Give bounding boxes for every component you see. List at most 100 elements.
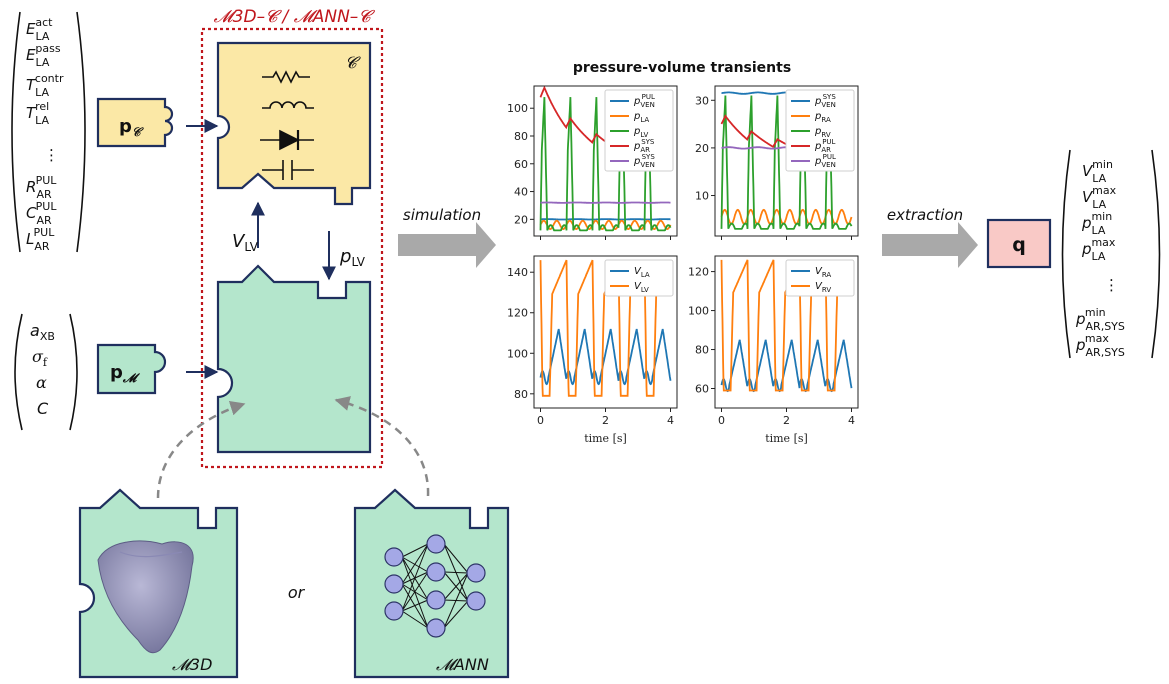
model-parameter-vector: aXB σf α C xyxy=(14,313,78,431)
m3d-label: 𝓜3D xyxy=(172,655,212,674)
nn-edge xyxy=(443,572,469,601)
x-tick-label: 0 xyxy=(537,414,544,427)
nn-node xyxy=(426,534,446,554)
svg-text:pAR,SYSmax: pAR,SYSmax xyxy=(1075,332,1125,359)
qoi-vector: VLAmin VLAmax pLAmin pLAmax ⋮ pAR,SYSmin… xyxy=(1061,149,1161,359)
vlv-label: VLV xyxy=(232,231,259,254)
nn-node xyxy=(426,562,446,582)
simulation-arrow xyxy=(398,222,496,268)
y-tick-label: 60 xyxy=(695,383,709,396)
output-label: q xyxy=(1012,234,1026,256)
y-tick-label: 80 xyxy=(514,130,528,143)
svg-text:VLAmin: VLAmin xyxy=(1082,158,1113,185)
legend-label: pLA xyxy=(633,111,649,124)
neural-network-icon xyxy=(384,534,486,638)
svg-text:pLAmin: pLAmin xyxy=(1081,210,1112,237)
heart-mesh-icon xyxy=(97,540,194,654)
model-params-box: p𝓜 xyxy=(96,343,167,395)
y-tick-label: 100 xyxy=(507,347,528,360)
y-tick-label: 120 xyxy=(507,307,528,320)
svg-text:pAR,SYSmin: pAR,SYSmin xyxy=(1075,306,1125,333)
legend-label: pVENSYS xyxy=(814,93,836,109)
output-box xyxy=(986,218,1052,269)
svg-text:TLAcontr: TLAcontr xyxy=(26,72,64,99)
svg-text:C: C xyxy=(37,399,49,418)
legend-label: VRV xyxy=(815,281,831,294)
coupled-model-frame xyxy=(200,27,384,469)
legend-label: pVENSYS xyxy=(633,153,655,169)
legend-label: pVENPUL xyxy=(814,153,836,169)
x-tick-label: 2 xyxy=(602,414,609,427)
nn-edge xyxy=(401,571,429,612)
nn-node xyxy=(466,591,486,611)
x-tick-label: 4 xyxy=(848,414,855,427)
nn-edge xyxy=(401,543,429,585)
y-tick-label: 80 xyxy=(514,388,528,401)
x-axis-label: time [s] xyxy=(765,432,808,445)
mann-to-block-arrow xyxy=(334,396,430,497)
circuit-parameter-vector: ELAact ELApass TLAcontr TLArel ⋮ RARPUL … xyxy=(11,11,86,253)
svg-text:ELApass: ELApass xyxy=(26,42,61,69)
legend-label: VLV xyxy=(634,281,649,294)
nn-edge xyxy=(401,543,429,612)
nn-edge xyxy=(443,543,469,574)
nn-edge xyxy=(443,572,469,629)
nn-edge xyxy=(401,543,429,558)
nn-node xyxy=(426,590,446,610)
x-axis-label: time [s] xyxy=(584,432,627,445)
y-tick-label: 100 xyxy=(507,102,528,115)
series-line xyxy=(539,328,672,386)
y-tick-label: 140 xyxy=(507,266,528,279)
nn-node xyxy=(426,618,446,638)
x-tick-label: 4 xyxy=(667,414,674,427)
legend-label: pLV xyxy=(633,126,648,139)
circuit-elements xyxy=(260,70,314,180)
svg-text:pLAmax: pLAmax xyxy=(1081,236,1116,263)
chart-panel-bottom-left: 80 100 120 140 0 2 4 time [s] VLA VLV xyxy=(507,255,678,445)
legend-label: VRA xyxy=(815,266,831,279)
y-tick-label: 100 xyxy=(688,305,709,318)
nn-node xyxy=(466,563,486,583)
legend-label: pARPUL xyxy=(814,138,836,154)
svg-text:LARPUL: LARPUL xyxy=(26,226,55,253)
nn-edge xyxy=(443,600,469,629)
series-line xyxy=(720,208,853,226)
y-tick-label: 20 xyxy=(514,213,528,226)
y-tick-label: 20 xyxy=(695,142,709,155)
extraction-label: extraction xyxy=(887,206,963,224)
diode-icon xyxy=(260,129,314,151)
circuit-params-box: p𝒞 xyxy=(96,97,174,148)
legend-box xyxy=(604,89,674,172)
y-tick-label: 120 xyxy=(688,266,709,279)
model-block xyxy=(216,264,372,454)
svg-text:p𝓜: p𝓜 xyxy=(110,362,141,385)
svg-text:CARPUL: CARPUL xyxy=(26,200,57,227)
svg-text:TLArel: TLArel xyxy=(26,100,50,127)
nn-node xyxy=(384,574,404,594)
ellipsis-1: ⋮ xyxy=(44,146,59,164)
nn-edge xyxy=(401,610,429,629)
coupled-model-label: 𝓜3D–𝓒 / 𝓜ANN–𝓒 xyxy=(214,7,376,27)
plv-label: pLV xyxy=(339,246,366,269)
svg-text:aXB: aXB xyxy=(30,321,55,343)
svg-text:α: α xyxy=(36,373,47,392)
mann-label: 𝓜ANN xyxy=(436,655,489,674)
svg-text:σf: σf xyxy=(32,347,48,369)
legend-label: VLA xyxy=(634,266,650,279)
or-text: or xyxy=(288,583,306,602)
legend-box xyxy=(785,89,855,172)
y-tick-label: 40 xyxy=(514,186,528,199)
chart-title: pressure-volume transients xyxy=(573,60,791,76)
nn-edge xyxy=(401,599,429,612)
series-line xyxy=(720,339,853,393)
x-tick-label: 0 xyxy=(718,414,725,427)
y-tick-label: 80 xyxy=(695,344,709,357)
mann-block xyxy=(353,488,510,679)
resistor-icon xyxy=(262,70,310,84)
legend-label: pRA xyxy=(814,111,831,124)
legend-label: pARSYS xyxy=(633,138,655,154)
circuit-block xyxy=(216,41,372,206)
